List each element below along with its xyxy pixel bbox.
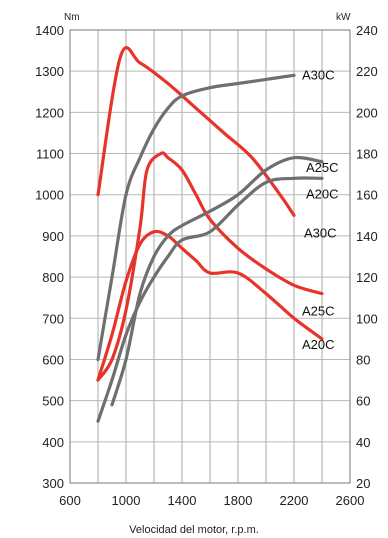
x-tick-label: 600 <box>59 493 81 508</box>
x-tick-label: 1400 <box>168 493 197 508</box>
left-axis-unit: Nm <box>64 12 80 23</box>
y-left-tick-label: 1000 <box>35 188 64 203</box>
y-right-tick-label: 200 <box>356 105 378 120</box>
series-layer <box>96 46 324 423</box>
x-tick-label: 1000 <box>112 493 141 508</box>
y-right-tick-label: 80 <box>356 352 370 367</box>
y-left-tick-label: 900 <box>42 229 64 244</box>
y-left-tick-label: 800 <box>42 270 64 285</box>
y-right-tick-label: 140 <box>356 229 378 244</box>
x-tick-label: 2600 <box>336 493 365 508</box>
x-tick-label: 2200 <box>280 493 309 508</box>
y-left-tick-label: 1100 <box>36 147 64 162</box>
series-line-a20c-torque <box>96 229 324 382</box>
series-label-a30c-power: A30C <box>302 67 335 82</box>
axes-layer: 600 1000 1400 1800 2200 2600 300 400 500 600 700 80… <box>35 23 378 508</box>
series-label-a25c-torque: A25C <box>302 304 335 319</box>
series-label-a20c-power: A20C <box>306 186 339 201</box>
x-axis-title: Velocidad del motor, r.p.m. <box>129 524 259 536</box>
y-right-tick-label: 240 <box>356 23 378 38</box>
series-labels: A30C A25C A20C A30C A25C A20C <box>302 67 339 352</box>
grid <box>70 29 350 484</box>
y-left-tick-label: 1400 <box>35 23 64 38</box>
y-right-tick-label: 40 <box>356 435 370 450</box>
y-left-tick-label: 400 <box>42 435 64 450</box>
y-right-tick-label: 60 <box>356 394 370 409</box>
y-right-tick-label: 220 <box>356 64 378 79</box>
x-tick-label: 1800 <box>224 493 253 508</box>
y-left-tick-label: 700 <box>42 311 64 326</box>
series-label-a20c-torque: A20C <box>302 337 335 352</box>
y-left-tick-label: 1200 <box>35 105 64 120</box>
series-line-a20c-power <box>96 176 324 423</box>
y-right-tick-label: 180 <box>356 147 378 162</box>
y-left-tick-label: 600 <box>42 352 64 367</box>
right-axis-unit: kW <box>336 12 351 23</box>
series-label-a30c-torque: A30C <box>304 225 337 240</box>
y-right-tick-label: 20 <box>356 476 370 491</box>
y-left-tick-label: 300 <box>42 476 64 491</box>
y-right-tick-label: 120 <box>356 270 378 285</box>
y-left-tick-label: 1300 <box>35 64 64 79</box>
y-left-tick-label: 500 <box>42 394 64 409</box>
series-line-a25c-torque <box>96 151 324 382</box>
y-right-tick-label: 100 <box>356 311 378 326</box>
plot-frame <box>69 29 351 484</box>
series-line-a30c-power <box>96 73 296 362</box>
y-right-tick-label: 160 <box>356 188 378 203</box>
series-label-a25c-power: A25C <box>306 160 339 175</box>
